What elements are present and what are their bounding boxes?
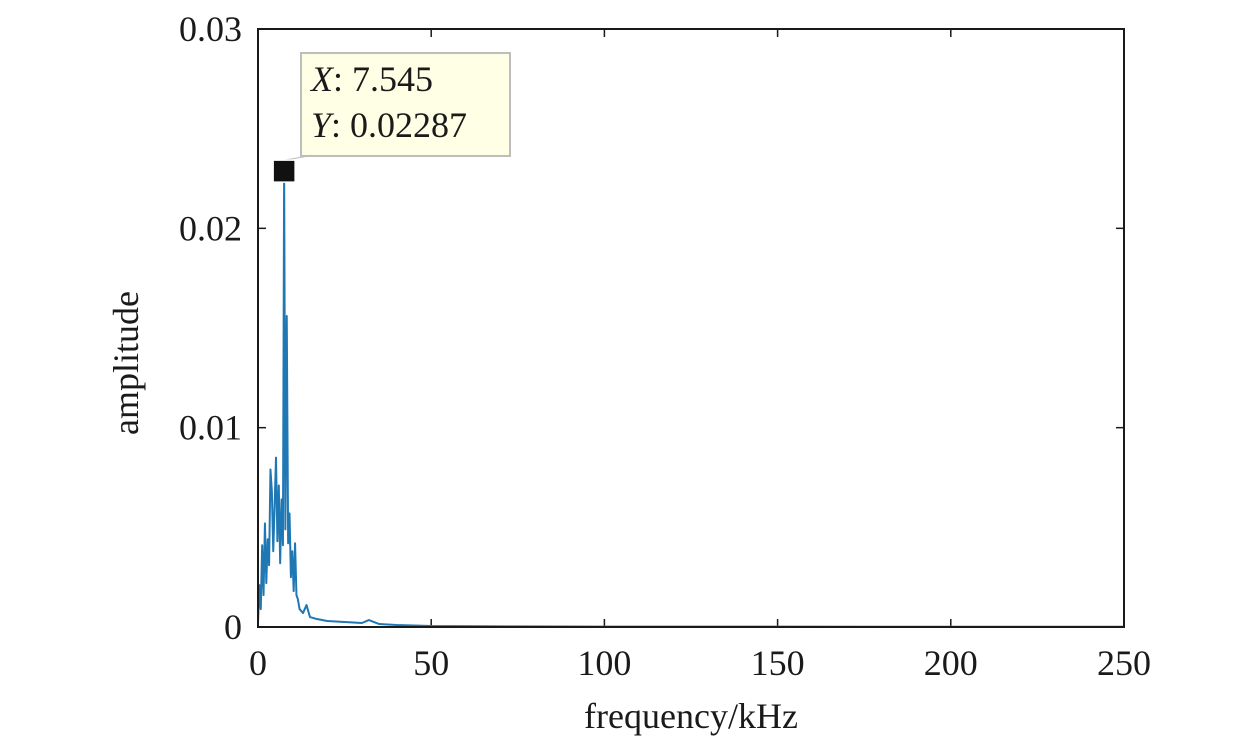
plot-frame	[257, 28, 1125, 628]
ticks-layer: 0 50 100 150 200 250 0 0.01 0.02 0.03	[179, 9, 1151, 683]
x-tick-label: 200	[924, 643, 978, 683]
datatip-y-readout: Y: 0.02287	[311, 105, 467, 145]
y-tick-label: 0.02	[179, 208, 242, 248]
datatip-y-prefix: Y	[311, 105, 335, 145]
x-tick-label: 250	[1097, 643, 1151, 683]
datatip-y-value: : 0.02287	[331, 105, 467, 145]
x-axis-title: frequency/kHz	[584, 696, 798, 736]
y-axis-title: amplitude	[106, 291, 146, 435]
datatip-x-readout: X: 7.545	[309, 59, 433, 99]
series-line	[257, 170, 1124, 628]
x-tick-label: 50	[413, 643, 449, 683]
datatip-x-prefix: X	[309, 59, 335, 99]
y-tick-label: 0	[224, 607, 242, 647]
y-tick-label: 0.01	[179, 408, 242, 448]
x-tick-label: 150	[751, 643, 805, 683]
x-tick-label: 0	[249, 643, 267, 683]
datatip-x-value: : 7.545	[333, 59, 433, 99]
datatip-box	[300, 52, 511, 157]
x-tick-label: 100	[577, 643, 631, 683]
y-tick-label: 0.03	[179, 9, 242, 49]
datatip[interactable]: X: 7.545 Y: 0.02287	[272, 52, 511, 183]
datatip-marker[interactable]	[272, 159, 296, 183]
